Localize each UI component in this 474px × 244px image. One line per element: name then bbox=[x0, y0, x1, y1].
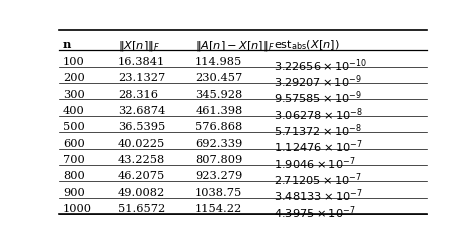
Text: $3.29207 \times 10^{-9}$: $3.29207 \times 10^{-9}$ bbox=[274, 73, 362, 90]
Text: 200: 200 bbox=[63, 73, 85, 83]
Text: 807.809: 807.809 bbox=[195, 155, 242, 165]
Text: $1.9046 \times 10^{-7}$: $1.9046 \times 10^{-7}$ bbox=[274, 155, 356, 172]
Text: 51.6572: 51.6572 bbox=[118, 204, 165, 214]
Text: $3.22656 \times 10^{-10}$: $3.22656 \times 10^{-10}$ bbox=[274, 57, 367, 74]
Text: 600: 600 bbox=[63, 139, 85, 149]
Text: 23.1327: 23.1327 bbox=[118, 73, 165, 83]
Text: $3.48133 \times 10^{-7}$: $3.48133 \times 10^{-7}$ bbox=[274, 188, 363, 204]
Text: $3.06278 \times 10^{-8}$: $3.06278 \times 10^{-8}$ bbox=[274, 106, 363, 123]
Text: 500: 500 bbox=[63, 122, 85, 132]
Text: 28.316: 28.316 bbox=[118, 90, 158, 100]
Text: 923.279: 923.279 bbox=[195, 171, 242, 181]
Text: 230.457: 230.457 bbox=[195, 73, 242, 83]
Text: $\mathrm{est}_{\mathrm{abs}}(X[n])$: $\mathrm{est}_{\mathrm{abs}}(X[n])$ bbox=[274, 39, 340, 52]
Text: 1000: 1000 bbox=[63, 204, 92, 214]
Text: $\|A[n]-X[n]\|_F$: $\|A[n]-X[n]\|_F$ bbox=[195, 39, 275, 53]
Text: 400: 400 bbox=[63, 106, 85, 116]
Text: 100: 100 bbox=[63, 57, 85, 67]
Text: 114.985: 114.985 bbox=[195, 57, 242, 67]
Text: 1154.22: 1154.22 bbox=[195, 204, 242, 214]
Text: $1.12476 \times 10^{-7}$: $1.12476 \times 10^{-7}$ bbox=[274, 139, 363, 155]
Text: 700: 700 bbox=[63, 155, 85, 165]
Text: 36.5395: 36.5395 bbox=[118, 122, 165, 132]
Text: 1038.75: 1038.75 bbox=[195, 188, 242, 198]
Text: 461.398: 461.398 bbox=[195, 106, 242, 116]
Text: 576.868: 576.868 bbox=[195, 122, 242, 132]
Text: $2.71205 \times 10^{-7}$: $2.71205 \times 10^{-7}$ bbox=[274, 171, 362, 188]
Text: 49.0082: 49.0082 bbox=[118, 188, 165, 198]
Text: $9.57585 \times 10^{-9}$: $9.57585 \times 10^{-9}$ bbox=[274, 90, 362, 106]
Text: $\|X[n]\|_F$: $\|X[n]\|_F$ bbox=[118, 39, 160, 53]
Text: $5.71372 \times 10^{-8}$: $5.71372 \times 10^{-8}$ bbox=[274, 122, 362, 139]
Text: n: n bbox=[63, 39, 71, 50]
Text: 32.6874: 32.6874 bbox=[118, 106, 165, 116]
Text: $4.3975 \times 10^{-7}$: $4.3975 \times 10^{-7}$ bbox=[274, 204, 356, 221]
Text: 43.2258: 43.2258 bbox=[118, 155, 165, 165]
Text: 900: 900 bbox=[63, 188, 85, 198]
Text: 800: 800 bbox=[63, 171, 85, 181]
Text: 300: 300 bbox=[63, 90, 85, 100]
Text: 46.2075: 46.2075 bbox=[118, 171, 165, 181]
Text: 40.0225: 40.0225 bbox=[118, 139, 165, 149]
Text: 692.339: 692.339 bbox=[195, 139, 242, 149]
Text: 16.3841: 16.3841 bbox=[118, 57, 165, 67]
Text: 345.928: 345.928 bbox=[195, 90, 242, 100]
